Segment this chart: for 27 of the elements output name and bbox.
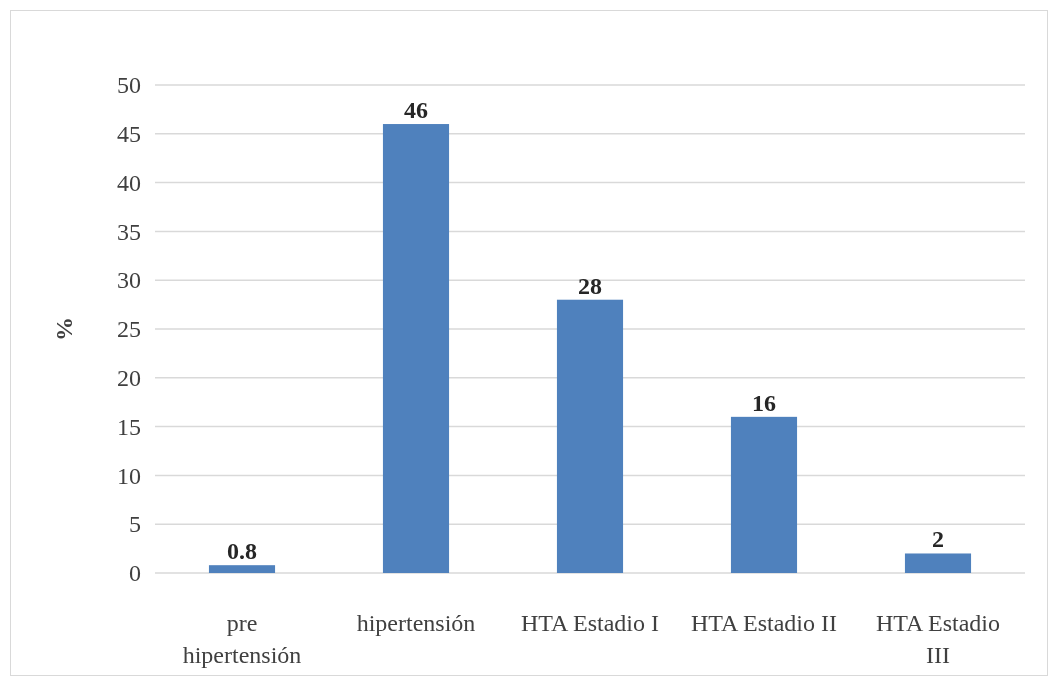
x-tick-label: HTA Estadio III	[875, 610, 1001, 668]
y-tick-label: 10	[117, 462, 141, 489]
bar	[382, 124, 450, 573]
x-tick-label: HTA Estadio II	[690, 610, 838, 636]
bar	[556, 299, 624, 573]
y-tick-label: 50	[117, 72, 141, 99]
y-tick-label: 40	[117, 169, 141, 196]
y-tick-label: 20	[117, 364, 141, 391]
bar	[904, 553, 972, 573]
y-tick-label: 35	[117, 218, 141, 245]
bar	[208, 565, 276, 573]
y-tick-label: 25	[117, 316, 141, 343]
data-label: 2	[932, 526, 944, 553]
y-tick-label: 15	[117, 413, 141, 440]
y-axis-title: %	[51, 317, 77, 341]
y-tick-label: 0	[129, 560, 141, 587]
x-tick-label: hipertensión	[356, 610, 476, 636]
data-label: 16	[752, 389, 776, 416]
data-label: 46	[404, 97, 428, 124]
data-label: 0.8	[227, 538, 257, 565]
y-tick-label: 30	[117, 267, 141, 294]
bar	[730, 416, 798, 573]
y-tick-label: 5	[129, 511, 141, 538]
data-label: 28	[578, 272, 602, 299]
y-tick-label: 45	[117, 120, 141, 147]
x-tick-label: HTA Estadio I	[520, 610, 660, 636]
x-tick-label: pre hipertensión	[182, 610, 302, 668]
